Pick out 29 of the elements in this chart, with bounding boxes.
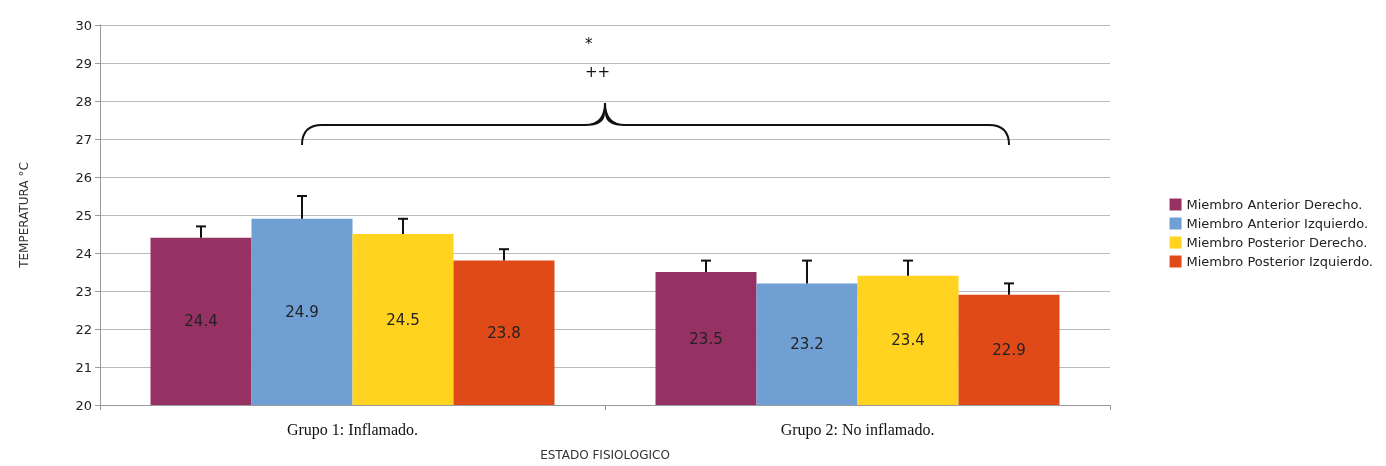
x-tick-label: Grupo 1: Inflamado.	[286, 420, 419, 439]
legend-label: Miembro Anterior Derecho.	[1186, 197, 1363, 212]
annotation: *	[585, 34, 593, 53]
y-tick-label: 23	[75, 283, 92, 299]
legend-label: Miembro Posterior Derecho.	[1186, 235, 1368, 250]
x-axis-title: ESTADO FISIOLOGICO	[540, 448, 670, 462]
legend-label: Miembro Anterior Izquierdo.	[1186, 216, 1369, 231]
y-tick-label: 26	[75, 169, 92, 185]
data-label: 24.4	[184, 312, 218, 331]
y-tick-label: 30	[75, 17, 92, 33]
y-tick-label: 22	[75, 321, 92, 337]
data-label: 23.4	[891, 331, 925, 350]
data-label: 23.2	[790, 335, 824, 354]
y-tick-label: 20	[75, 397, 92, 413]
data-label: 24.5	[386, 310, 420, 329]
data-label: 24.9	[285, 302, 319, 321]
annotation: ++	[585, 62, 611, 81]
y-axis-title: TEMPERATURA °C	[17, 162, 31, 269]
data-label: 23.5	[689, 329, 723, 348]
y-tick-label: 25	[75, 207, 92, 223]
data-label: 22.9	[992, 340, 1026, 359]
y-tick-label: 29	[75, 55, 92, 71]
x-tick-label: Grupo 2: No inflamado.	[780, 420, 935, 439]
y-tick-label: 28	[75, 93, 92, 109]
y-tick-label: 21	[75, 359, 92, 375]
y-tick-label: 24	[75, 245, 92, 261]
y-tick-label: 27	[75, 131, 92, 147]
data-label: 23.8	[487, 323, 521, 342]
legend-label: Miembro Posterior Izquierdo.	[1186, 254, 1374, 269]
